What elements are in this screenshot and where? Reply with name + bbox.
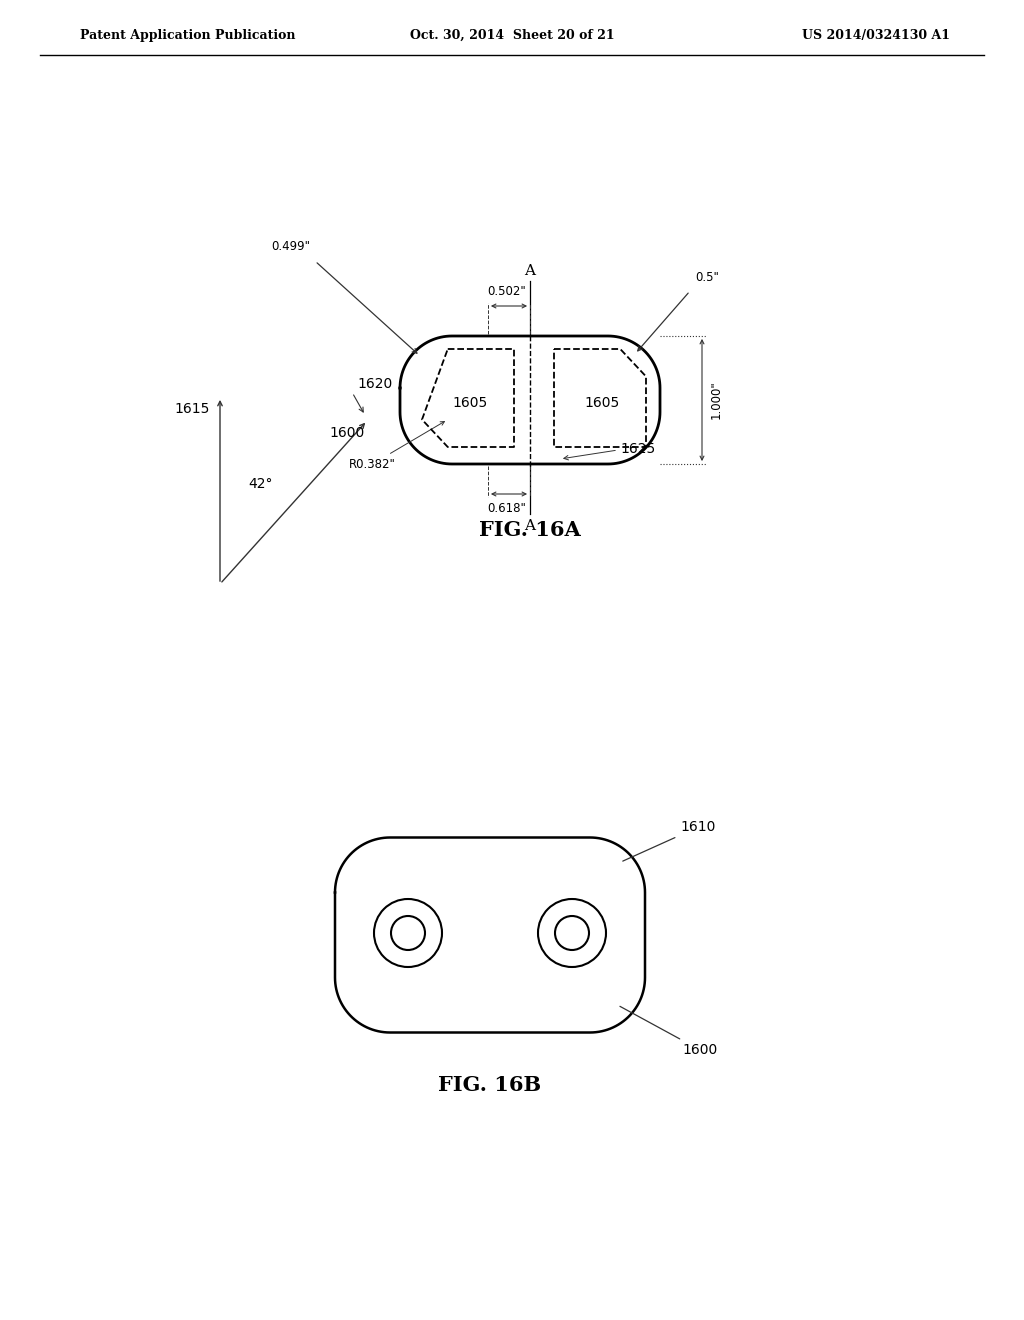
Text: 1.000": 1.000" (710, 380, 723, 420)
Text: 0.499": 0.499" (271, 240, 310, 253)
Text: FIG. 16B: FIG. 16B (438, 1074, 542, 1096)
Text: 1610: 1610 (623, 820, 716, 861)
Text: US 2014/0324130 A1: US 2014/0324130 A1 (802, 29, 950, 41)
Text: 0.618": 0.618" (487, 502, 526, 515)
Text: A: A (524, 264, 536, 279)
Text: Patent Application Publication: Patent Application Publication (80, 29, 296, 41)
Text: R0.382": R0.382" (349, 421, 444, 470)
Text: 1600: 1600 (620, 1006, 718, 1057)
Text: FIG. 16A: FIG. 16A (479, 520, 581, 540)
Text: 42°: 42° (248, 477, 272, 491)
Text: A: A (524, 519, 536, 533)
Text: 1605: 1605 (585, 396, 620, 411)
Text: 1615: 1615 (175, 403, 210, 416)
Text: 1620: 1620 (357, 376, 392, 391)
Text: 0.5": 0.5" (695, 271, 719, 284)
Text: 1605: 1605 (453, 396, 487, 411)
Text: 1600: 1600 (330, 425, 365, 440)
Text: Oct. 30, 2014  Sheet 20 of 21: Oct. 30, 2014 Sheet 20 of 21 (410, 29, 614, 41)
Text: 1625: 1625 (620, 442, 655, 455)
Text: 0.502": 0.502" (487, 285, 526, 298)
